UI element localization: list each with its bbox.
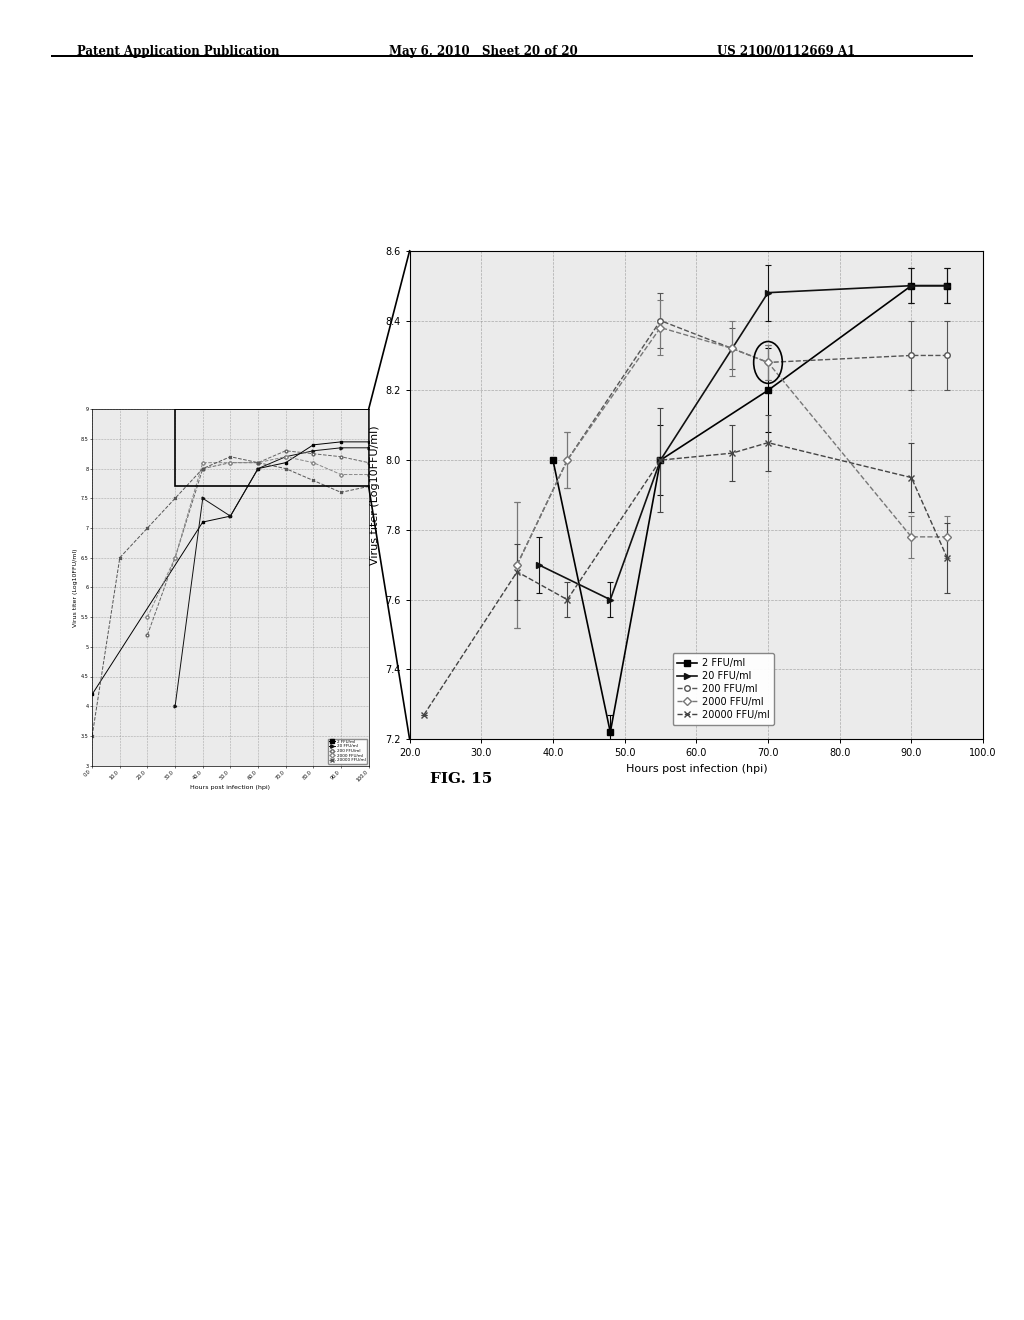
Y-axis label: Virus titer (Log10FFU/ml): Virus titer (Log10FFU/ml) — [73, 548, 78, 627]
Text: FIG. 15: FIG. 15 — [430, 772, 492, 787]
Text: Patent Application Publication: Patent Application Publication — [77, 45, 280, 58]
Text: May 6, 2010   Sheet 20 of 20: May 6, 2010 Sheet 20 of 20 — [389, 45, 578, 58]
Text: US 2100/0112669 A1: US 2100/0112669 A1 — [717, 45, 855, 58]
Y-axis label: Virus titer (Log10FFU/ml): Virus titer (Log10FFU/ml) — [370, 425, 380, 565]
Legend: 2 FFU/ml, 20 FFU/ml, 200 FFU/ml, 2000 FFU/ml, 20000 FFU/ml: 2 FFU/ml, 20 FFU/ml, 200 FFU/ml, 2000 FF… — [673, 653, 774, 725]
X-axis label: Hours post infection (hpi): Hours post infection (hpi) — [626, 764, 767, 774]
Legend: 2 FFU/ml, 20 FFU/ml, 200 FFU/ml, 2000 FFU/ml, 20000 FFU/ml: 2 FFU/ml, 20 FFU/ml, 200 FFU/ml, 2000 FF… — [328, 738, 367, 763]
Bar — [175, 409, 369, 487]
X-axis label: Hours post infection (hpi): Hours post infection (hpi) — [190, 785, 270, 791]
